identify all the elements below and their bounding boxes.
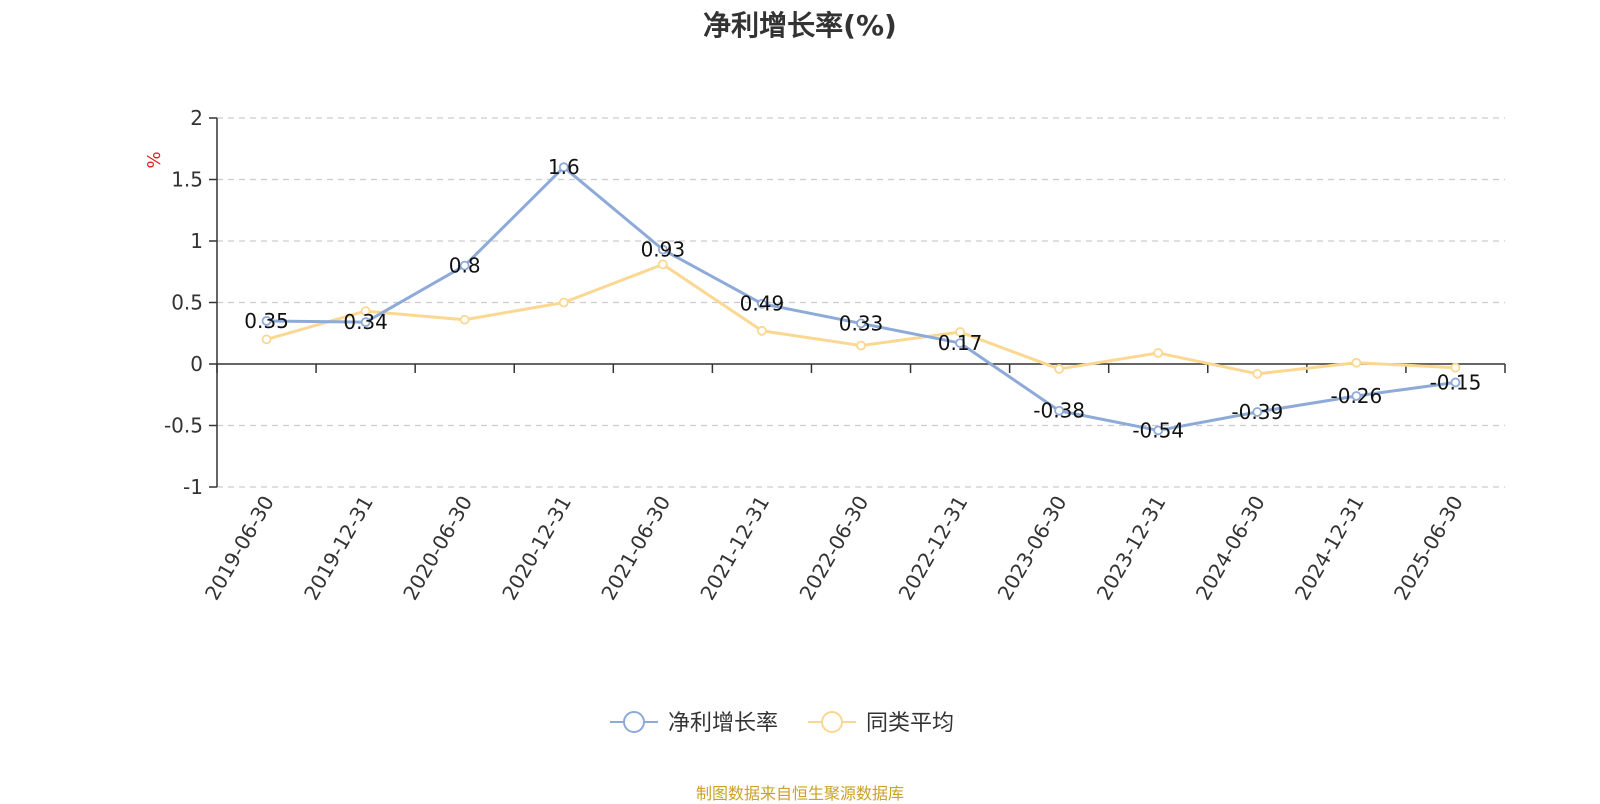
y-tick-label: 2 xyxy=(190,106,203,130)
data-point xyxy=(261,316,272,326)
data-point xyxy=(1054,405,1065,416)
data-point xyxy=(856,318,866,329)
series-lines xyxy=(261,162,1461,436)
legend-marker xyxy=(821,711,843,733)
axes: 2 1.5 1 0.5 0 -0.5 -1% 2019-06-30 2019-12-31 2020… xyxy=(144,106,1506,605)
y-tick-label: 0 xyxy=(190,352,203,376)
data-point xyxy=(1252,407,1263,417)
data-point xyxy=(1252,368,1263,379)
legend-label: 同类平均 xyxy=(866,711,954,736)
data-point xyxy=(757,325,767,336)
x-tick-label: 2025-06-30 xyxy=(1389,492,1468,605)
legend-item-2[interactable]: 同类平均 xyxy=(808,711,954,736)
data-point xyxy=(1351,357,1362,368)
data-point xyxy=(1153,425,1164,436)
y-tick-label: -0.5 xyxy=(164,414,203,438)
y-tick-label: -1 xyxy=(183,475,203,499)
data-point xyxy=(955,338,965,348)
x-tick-label: 2020-12-31 xyxy=(497,492,576,605)
x-tick-label: 2023-12-31 xyxy=(1092,492,1171,605)
y-axis-label: % xyxy=(144,151,165,168)
data-point xyxy=(261,334,272,345)
data-label: 0.34 xyxy=(343,310,388,334)
data-label: -0.26 xyxy=(1331,384,1383,408)
x-tick-label: 2021-12-31 xyxy=(695,492,774,605)
data-label: -0.54 xyxy=(1132,418,1184,442)
data-point xyxy=(1351,391,1362,401)
grid-lines xyxy=(217,117,1505,488)
x-tick-label: 2024-06-30 xyxy=(1191,492,1270,605)
data-point xyxy=(1153,348,1164,358)
source-note: 制图数据来自恒生聚源数据库 xyxy=(695,784,904,803)
data-labels: 0.35 0.34 0.8 1.6 0.93 0.49 0.33 0.17 -0.38 -0.54… xyxy=(244,155,1481,442)
y-tick-label: 1 xyxy=(190,229,203,253)
data-point xyxy=(955,327,965,337)
legend-item-1[interactable]: 净利增长率 xyxy=(610,711,778,736)
x-tick-label: 2021-06-30 xyxy=(596,492,675,605)
legend-label: 净利增长率 xyxy=(668,711,778,736)
data-label: 0.33 xyxy=(839,311,884,335)
data-point xyxy=(657,244,668,255)
data-label: -0.15 xyxy=(1430,370,1482,394)
x-tick-label: 2024-12-31 xyxy=(1290,492,1369,605)
data-point xyxy=(1450,377,1461,388)
data-label: -0.38 xyxy=(1033,399,1085,423)
data-point xyxy=(856,340,866,351)
data-label: 0.49 xyxy=(740,292,785,316)
legend[interactable]: 净利增长率 同类平均 xyxy=(610,711,954,736)
chart-title: 净利增长率(%) xyxy=(703,9,897,42)
data-point xyxy=(757,298,767,309)
data-label: 0.8 xyxy=(449,254,481,278)
data-point xyxy=(657,259,668,270)
data-point xyxy=(459,314,470,325)
data-label: 0.93 xyxy=(641,238,686,262)
x-tick-label: 2020-06-30 xyxy=(398,492,477,605)
y-tick-label: 1.5 xyxy=(171,168,203,192)
data-label: 1.6 xyxy=(548,155,580,179)
data-label: -0.39 xyxy=(1231,400,1283,424)
data-point xyxy=(360,317,371,328)
legend-marker xyxy=(623,711,645,733)
x-tick-label: 2023-06-30 xyxy=(993,492,1072,605)
data-point xyxy=(1450,362,1461,373)
x-tick-label: 2022-12-31 xyxy=(894,492,973,605)
data-point xyxy=(459,260,470,271)
y-tick-label: 0.5 xyxy=(171,291,203,315)
x-tick-label: 2022-06-30 xyxy=(794,492,873,605)
data-label: 0.35 xyxy=(244,309,289,333)
data-point xyxy=(1054,364,1065,374)
x-tick-label: 2019-12-31 xyxy=(299,492,378,605)
data-point xyxy=(558,162,569,173)
data-point xyxy=(558,297,569,308)
data-point xyxy=(360,306,371,317)
x-tick-label: 2019-06-30 xyxy=(200,492,279,605)
series-line-1 xyxy=(266,165,1456,432)
data-label: 0.17 xyxy=(938,331,983,355)
